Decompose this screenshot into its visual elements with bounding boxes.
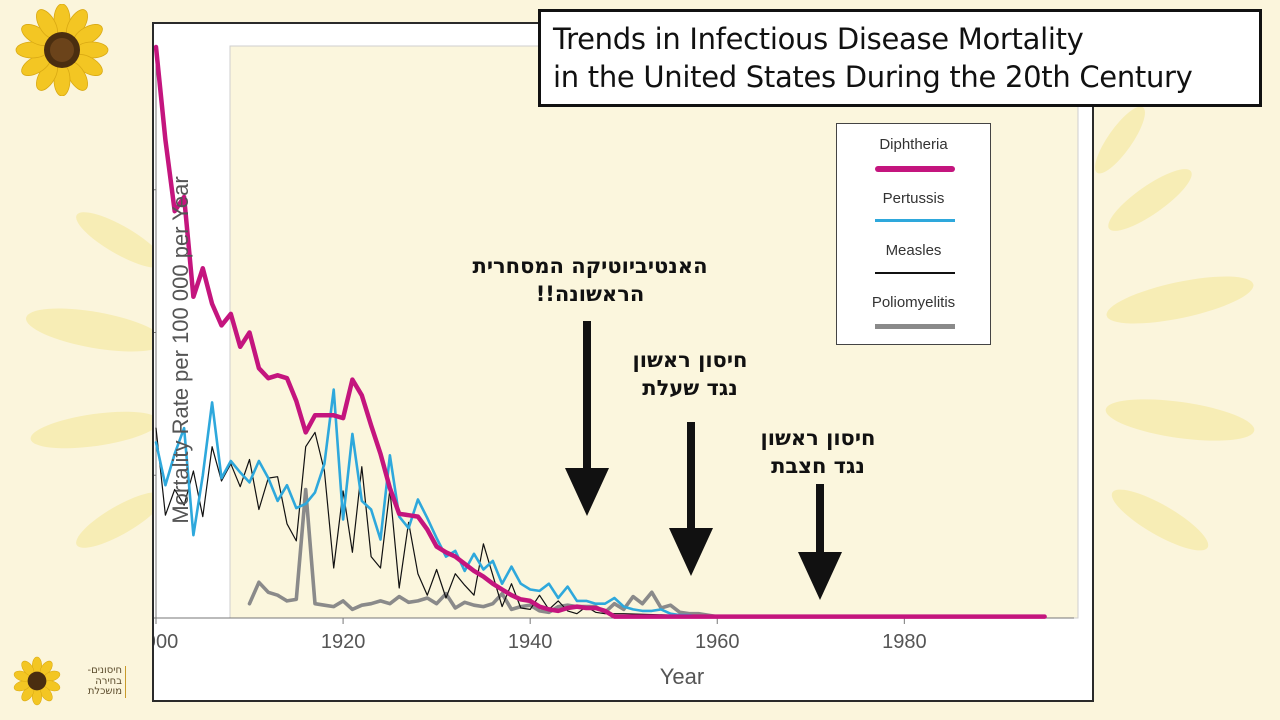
x-axis-label: Year [660,664,704,689]
legend-swatch-pertussis [875,219,955,222]
chart-title-box: Trends in Infectious Disease Mortality i… [538,9,1262,107]
arrow-down-icon [798,552,842,600]
annotation-first-vaccine-measles: חיסון ראשון נגד חצבת [728,424,908,480]
annotation-line: נגד חצבת [771,454,865,478]
annotation-first-vaccine-pertussis: חיסון ראשון נגד שעלת [600,346,780,402]
annotation-line: חיסון ראשון [632,348,748,372]
legend-swatch-diphtheria [875,166,955,172]
annotation-arrows [565,321,842,600]
x-tick-label: 1960 [695,631,740,653]
legend-label: Measles [885,242,942,259]
arrow-down-icon [669,528,713,576]
logo-text-line: מושכלת [87,686,122,697]
annotation-antibiotic: האנטיביוטיקה המסחרית הראשונה!! [440,252,740,308]
series-line-measles [155,427,1046,618]
legend-item-measles: Measles [837,242,990,259]
x-tick-label: 1940 [508,631,552,653]
chart-title-line: Trends in Infectious Disease Mortality [553,22,1084,56]
legend-item-pertussis: Pertussis [837,190,990,207]
sunflower-logo-icon [15,4,109,96]
legend-label: Diphtheria [879,136,948,153]
logo-text-line: חיסונים- [87,665,122,676]
annotation-line: נגד שעלת [642,376,738,400]
legend-label: Poliomyelitis [871,294,956,311]
annotation-line: חיסון ראשון [760,426,876,450]
x-tick-label: 1900 [154,631,178,653]
series-line-pertussis [154,388,1046,618]
series-line-diphtheria [154,44,1047,619]
chart-title-line: in the United States During the 20th Cen… [553,60,1193,94]
series-line-poliomyelitis [247,487,766,619]
legend-item-diphtheria: Diphtheria [837,136,990,153]
logo-text-bottom: חיסונים- בחירה מושכלת [68,665,126,698]
annotation-line: האנטיביוטיקה המסחרית [472,254,708,278]
chart-legend: Diphtheria Pertussis Measles Poliomyelit… [836,123,991,345]
legend-label: Pertussis [882,190,945,207]
x-tick-label: 1920 [321,631,366,653]
y-axis-label: Mortality Rate per 100 000 per Year [168,176,193,523]
sunflower-logo-small-icon [13,656,61,706]
legend-swatch-measles [875,272,955,274]
logo-text-line: בחירה [95,675,122,687]
arrow-down-icon [565,468,609,516]
x-tick-label: 1980 [882,631,927,653]
legend-swatch-poliomyelitis [875,324,955,329]
legend-item-poliomyelitis: Poliomyelitis [837,294,990,311]
annotation-line: הראשונה!! [535,282,645,306]
